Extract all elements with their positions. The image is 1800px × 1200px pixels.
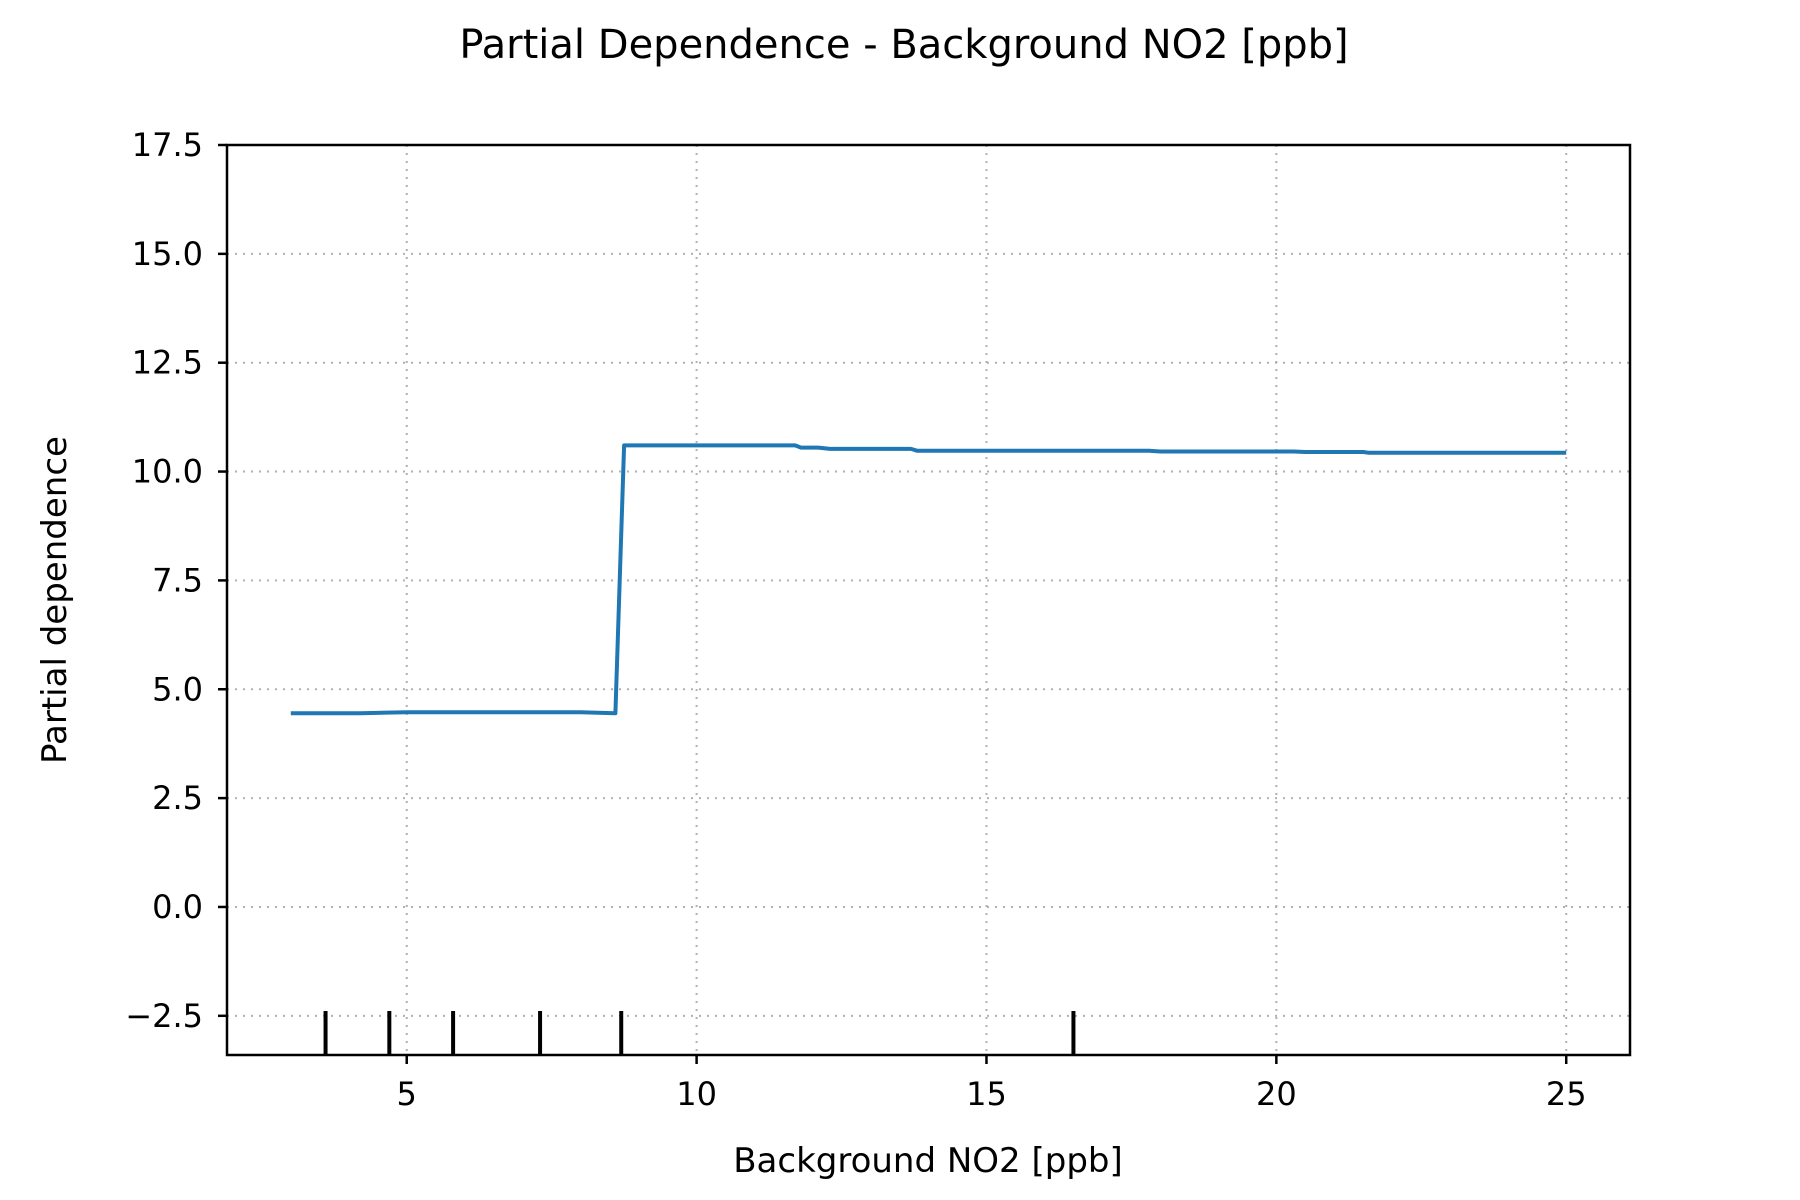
series-layer [290,443,1567,716]
y-axis: −2.5 0.0 2.5 5.0 7.5 10.0 12.5 15.0 17.5 [125,126,227,1035]
series-line [290,443,1567,716]
y-tick-label: 2.5 [152,779,203,817]
x-tick-label: 15 [966,1075,1007,1113]
grid [227,144,1630,1055]
y-tick-label: 5.0 [152,670,203,708]
x-tick-label: 20 [1256,1075,1297,1113]
y-tick-label: 7.5 [152,561,203,599]
y-tick-label: 17.5 [132,126,203,164]
x-tick-label: 10 [676,1075,717,1113]
y-tick-label: −2.5 [125,997,203,1035]
y-tick-label: 0.0 [152,888,203,926]
y-tick-label: 15.0 [132,235,203,273]
x-axis-label: Background NO2 [ppb] [733,1141,1123,1181]
x-tick-label: 25 [1546,1075,1587,1113]
x-axis: 5 10 15 20 25 [397,1055,1587,1113]
y-axis-label: Partial dependence [35,436,75,764]
x-tick-label: 5 [397,1075,417,1113]
y-tick-label: 10.0 [132,453,203,491]
plot-frame [225,143,1632,1057]
chart-title: Partial Dependence - Background NO2 [ppb… [459,22,1348,68]
y-tick-label: 12.5 [132,344,203,382]
rug-marks [323,1011,1076,1055]
